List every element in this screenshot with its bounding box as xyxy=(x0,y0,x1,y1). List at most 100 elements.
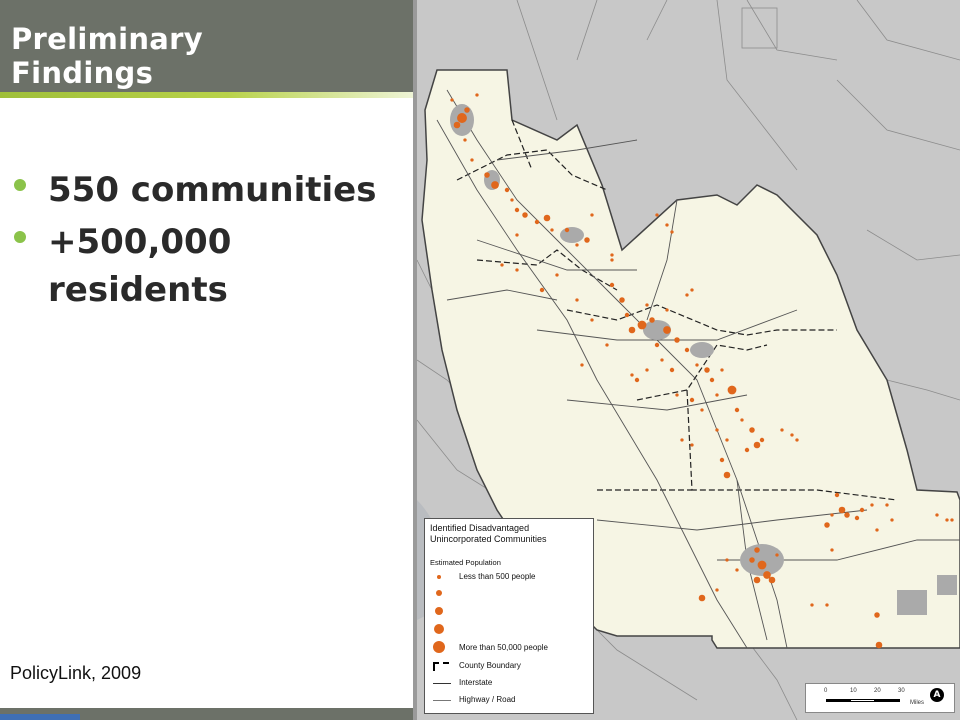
legend-label-min: Less than 500 people xyxy=(459,572,536,581)
community-marker xyxy=(453,121,461,129)
community-marker xyxy=(628,326,636,334)
community-marker xyxy=(515,233,519,237)
community-marker xyxy=(654,342,660,348)
source-citation: PolicyLink, 2009 xyxy=(10,663,142,683)
community-marker xyxy=(665,223,669,227)
community-marker xyxy=(690,288,694,292)
legend-marker-medium xyxy=(435,607,443,615)
community-marker xyxy=(534,219,540,225)
community-marker xyxy=(624,312,630,318)
legend-label-max: More than 50,000 people xyxy=(459,643,548,652)
scale-unit: Miles xyxy=(910,700,925,706)
slide-header xyxy=(0,0,413,92)
community-marker xyxy=(634,377,640,383)
community-marker xyxy=(689,397,695,403)
community-marker xyxy=(698,594,706,602)
map-legend: Identified Disadvantaged Unincorporated … xyxy=(424,518,594,714)
community-marker xyxy=(514,207,520,213)
community-marker xyxy=(950,518,954,522)
community-marker xyxy=(522,212,528,218)
community-marker xyxy=(749,427,755,433)
community-marker xyxy=(555,273,559,277)
community-marker xyxy=(709,377,715,383)
community-marker xyxy=(684,347,690,353)
community-marker xyxy=(470,158,474,162)
footer-bar xyxy=(0,708,413,720)
highways xyxy=(436,89,960,649)
legend-row-2 xyxy=(425,587,593,601)
community-marker xyxy=(504,187,510,193)
community-marker xyxy=(484,172,490,178)
community-marker xyxy=(630,373,634,377)
community-marker xyxy=(753,576,761,584)
community-marker xyxy=(515,268,519,272)
community-marker xyxy=(854,515,860,521)
community-marker xyxy=(824,522,830,528)
legend-row-4 xyxy=(425,623,593,637)
community-marker xyxy=(584,237,590,243)
legend-row-county: County Boundary xyxy=(425,659,593,673)
north-arrow-icon: A xyxy=(930,688,944,702)
community-marker xyxy=(844,512,850,518)
community-marker xyxy=(830,548,834,552)
region-outline xyxy=(421,69,960,649)
community-marker xyxy=(810,603,814,607)
community-marker xyxy=(825,603,829,607)
bullet-text: 550 communities xyxy=(48,170,377,210)
community-marker xyxy=(680,438,684,442)
bullet-dot-icon xyxy=(14,231,26,243)
community-marker xyxy=(463,138,467,142)
highway-swatch xyxy=(433,700,451,701)
community-marker xyxy=(637,320,647,330)
community-marker xyxy=(763,571,771,579)
bullet-dot-icon xyxy=(14,179,26,191)
community-marker xyxy=(669,367,675,373)
legend-row-3 xyxy=(425,605,593,619)
footer-accent xyxy=(0,714,80,720)
community-marker xyxy=(830,513,834,517)
community-marker xyxy=(875,528,879,532)
interstate-swatch xyxy=(433,683,451,684)
legend-row-max: More than 50,000 people xyxy=(425,641,593,655)
scale-segment xyxy=(850,699,876,702)
bullet-communities: 550 communities xyxy=(12,166,412,214)
community-marker xyxy=(690,443,694,447)
legend-row-interstate: Interstate xyxy=(425,676,593,690)
community-marker xyxy=(715,393,719,397)
header-divider xyxy=(0,92,413,98)
bullet-text: +500,000 xyxy=(48,222,232,262)
community-marker xyxy=(660,358,664,362)
legend-interstate-label: Interstate xyxy=(459,678,493,687)
community-marker xyxy=(491,181,499,189)
community-marker xyxy=(780,428,784,432)
community-marker xyxy=(870,503,874,507)
legend-marker-medium-small xyxy=(436,590,442,596)
bullet-residents: +500,000 residents xyxy=(12,218,412,314)
community-marker xyxy=(510,198,514,202)
community-marker xyxy=(725,438,729,442)
legend-marker-large xyxy=(434,624,444,634)
community-marker xyxy=(605,343,609,347)
panel-divider xyxy=(413,0,417,720)
legend-marker-small xyxy=(437,575,441,579)
community-marker xyxy=(575,298,579,302)
community-marker xyxy=(655,213,659,217)
community-marker xyxy=(775,553,779,557)
community-marker xyxy=(723,471,731,479)
community-marker xyxy=(590,318,594,322)
community-marker xyxy=(645,303,649,307)
community-marker xyxy=(665,308,669,312)
community-marker xyxy=(670,230,674,234)
community-markers xyxy=(450,93,954,649)
community-marker xyxy=(550,228,554,232)
community-marker xyxy=(838,506,846,514)
community-marker xyxy=(590,213,594,217)
community-marker xyxy=(719,457,725,463)
legend-title: Identified Disadvantaged Unincorporated … xyxy=(430,523,547,544)
community-marker xyxy=(935,513,939,517)
community-marker xyxy=(945,518,949,522)
community-marker xyxy=(790,433,794,437)
scale-tick-30: 30 xyxy=(898,688,905,694)
legend-subtitle: Estimated Population xyxy=(430,558,501,567)
scale-segment xyxy=(826,699,850,702)
